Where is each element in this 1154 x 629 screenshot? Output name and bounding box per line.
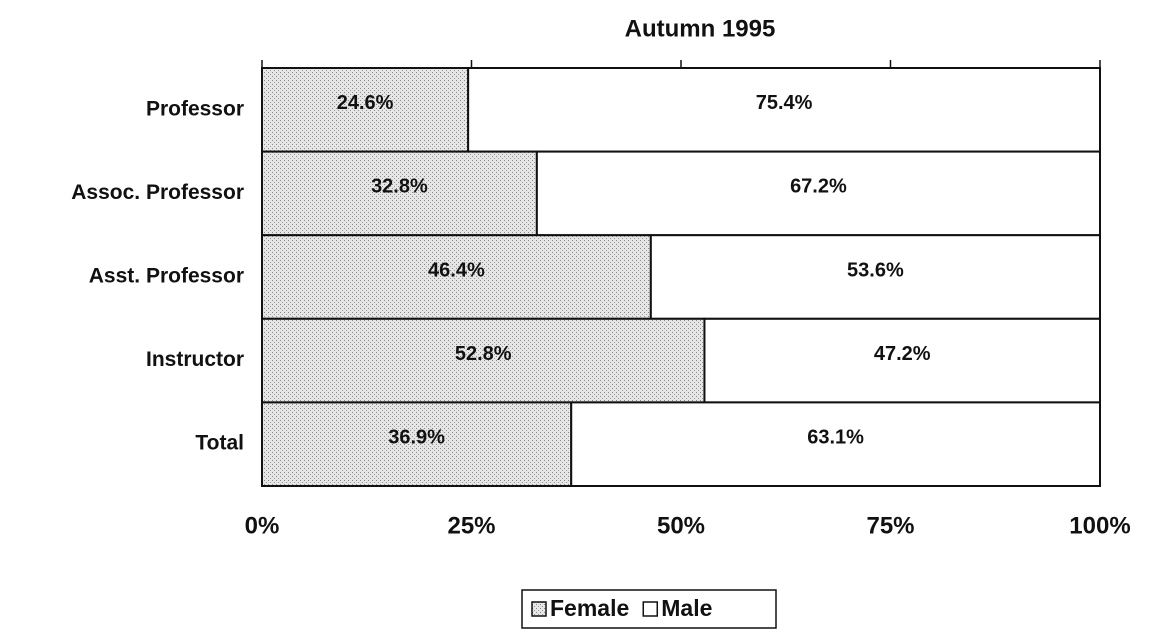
chart-title: Autumn 1995 (625, 15, 776, 42)
bar-segment (261, 150, 538, 237)
x-tick-label: 50% (657, 512, 705, 539)
data-label: 75.4% (756, 92, 813, 114)
bar-segment (261, 67, 470, 153)
y-tick-label: Professor (146, 97, 244, 120)
data-label: 36.9% (388, 426, 445, 448)
bar-segment (649, 234, 1101, 320)
x-tick-label: 25% (447, 512, 495, 539)
y-tick-label: Asst. Professor (89, 265, 244, 288)
legend-swatch (531, 601, 547, 617)
bar-segment (535, 150, 1101, 237)
legend: Female Male (521, 589, 777, 629)
data-label: 47.2% (874, 343, 931, 365)
x-tick-label: 100% (1069, 512, 1130, 539)
y-tick-label: Total (195, 432, 244, 455)
data-label: 53.6% (847, 259, 904, 281)
x-tick-label: 75% (866, 512, 914, 539)
y-tick-label: Assoc. Professor (71, 181, 244, 204)
data-label: 63.1% (807, 426, 864, 448)
legend-label: Female (550, 595, 629, 621)
y-tick-label: Instructor (146, 348, 244, 371)
bar-segment (703, 317, 1101, 404)
legend-label: Male (661, 595, 712, 621)
data-label: 46.4% (428, 259, 485, 281)
legend-swatch (642, 601, 659, 617)
data-label: 32.8% (371, 176, 428, 198)
data-label: 67.2% (790, 176, 847, 198)
bar-segment (261, 401, 573, 487)
data-label: 24.6% (337, 92, 394, 114)
bar-segment (467, 67, 1101, 153)
bar-segment (570, 401, 1101, 487)
data-label: 52.8% (455, 343, 512, 365)
x-tick-label: 0% (245, 512, 280, 539)
